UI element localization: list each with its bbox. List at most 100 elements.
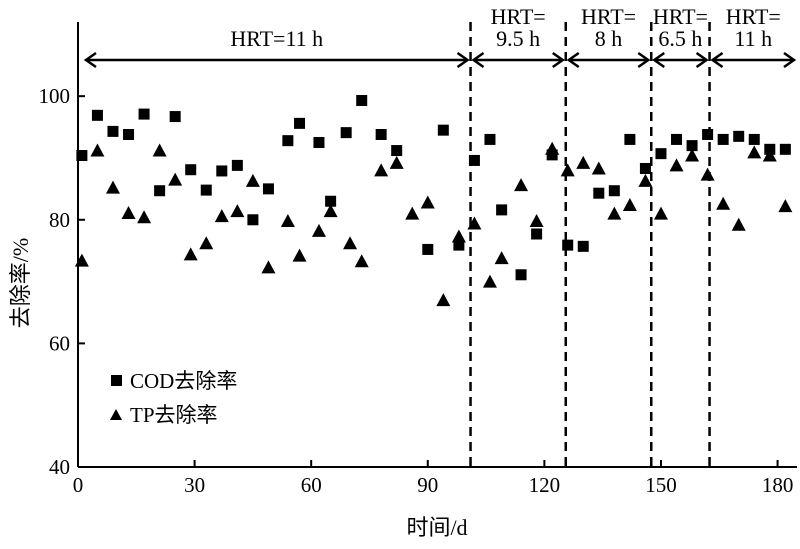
tp-point <box>121 205 136 219</box>
tp-point <box>685 148 700 162</box>
tp-point <box>716 196 731 210</box>
arrow-head-left <box>471 51 485 69</box>
cod-point <box>325 195 337 207</box>
tp-point <box>529 214 544 228</box>
phase-label-line2: 9.5 h <box>496 26 540 51</box>
tp-point <box>245 173 260 187</box>
tp-point <box>607 206 622 220</box>
y-axis-label: 去除率/% <box>8 238 33 328</box>
y-tick-label: 40 <box>49 455 70 479</box>
phase-label-line1: HRT= <box>653 4 708 29</box>
legend-marker-tp <box>110 409 122 420</box>
cod-point <box>515 269 527 281</box>
cod-point <box>422 243 434 255</box>
cod-point <box>340 127 352 139</box>
cod-point <box>282 135 294 147</box>
arrow-head-right <box>552 51 565 69</box>
cod-point <box>91 109 103 121</box>
tp-point <box>405 206 420 220</box>
tp-point <box>731 217 746 231</box>
tp-point <box>74 253 89 267</box>
cod-point <box>169 111 181 123</box>
tp-point <box>354 254 369 268</box>
cod-point <box>356 94 368 106</box>
phase-label-line2: 8 h <box>595 26 623 51</box>
phase-label-line1: HRT= <box>491 4 546 29</box>
cod-point <box>216 165 228 177</box>
tp-point <box>591 161 606 175</box>
cod-point <box>107 125 119 137</box>
cod-point <box>686 140 698 152</box>
tp-point <box>311 223 326 237</box>
cod-point <box>546 149 558 161</box>
cod-point <box>779 143 791 155</box>
tp-point <box>389 155 404 169</box>
tp-point <box>494 251 509 265</box>
x-axis-label: 时间/d <box>406 515 467 540</box>
tp-point <box>137 210 152 224</box>
cod-point <box>577 240 589 252</box>
arrow-head-left <box>710 51 724 69</box>
tp-point <box>280 214 295 228</box>
x-tick-label: 30 <box>184 473 205 497</box>
cod-point <box>562 239 574 251</box>
y-tick-label: 60 <box>49 331 70 355</box>
tp-point <box>214 209 229 223</box>
tp-point <box>420 195 435 209</box>
phase-label: HRT=11 h <box>230 26 323 51</box>
x-tick-label: 90 <box>417 473 438 497</box>
arrow-head-right <box>783 51 797 69</box>
tp-point <box>669 158 684 172</box>
tp-point <box>514 178 529 192</box>
cod-point <box>671 133 683 145</box>
tp-point <box>778 199 793 213</box>
cod-point <box>391 145 403 157</box>
x-tick-label: 60 <box>301 473 322 497</box>
legend: COD去除率 TP去除率 <box>110 369 237 427</box>
phase-label-line2: 11 h <box>734 26 772 51</box>
legend-marker-cod <box>111 375 122 386</box>
tp-point <box>700 167 715 181</box>
legend-label-tp: TP去除率 <box>130 403 218 427</box>
tp-point <box>622 197 637 211</box>
cod-point <box>624 133 636 145</box>
cod-point <box>702 128 714 140</box>
tp-point <box>560 163 575 177</box>
tp-point <box>292 248 307 262</box>
tp-point <box>199 236 214 250</box>
cod-point <box>593 187 605 199</box>
cod-point <box>639 162 651 174</box>
cod-point <box>247 214 259 226</box>
cod-point <box>231 159 243 171</box>
legend-label-cod: COD去除率 <box>130 369 237 393</box>
cod-point <box>717 133 729 145</box>
cod-point <box>138 108 150 120</box>
x-tick-label: 180 <box>762 473 794 497</box>
tp-point <box>653 206 668 220</box>
tp-point <box>374 163 389 177</box>
cod-point <box>748 133 760 145</box>
x-tick-label: 150 <box>645 473 677 497</box>
tp-point <box>230 204 245 218</box>
cod-point <box>313 137 325 149</box>
tp-point <box>183 247 198 261</box>
tp-point <box>762 148 777 162</box>
arrow-head-right <box>695 51 709 69</box>
tp-point <box>90 143 105 157</box>
arrow-head-right <box>456 51 470 69</box>
tp-point <box>343 236 358 250</box>
tp-point <box>576 155 591 169</box>
cod-point <box>437 124 449 136</box>
cod-point <box>262 183 274 195</box>
arrow-head-left <box>566 51 580 69</box>
x-tick-label: 120 <box>529 473 561 497</box>
tp-point <box>152 143 167 157</box>
tp-point <box>105 180 120 194</box>
phase-label-line2: 6.5 h <box>658 26 702 51</box>
cod-point <box>453 239 465 251</box>
cod-point <box>185 164 197 176</box>
y-tick-label: 80 <box>49 208 70 232</box>
tp-point <box>168 172 183 186</box>
